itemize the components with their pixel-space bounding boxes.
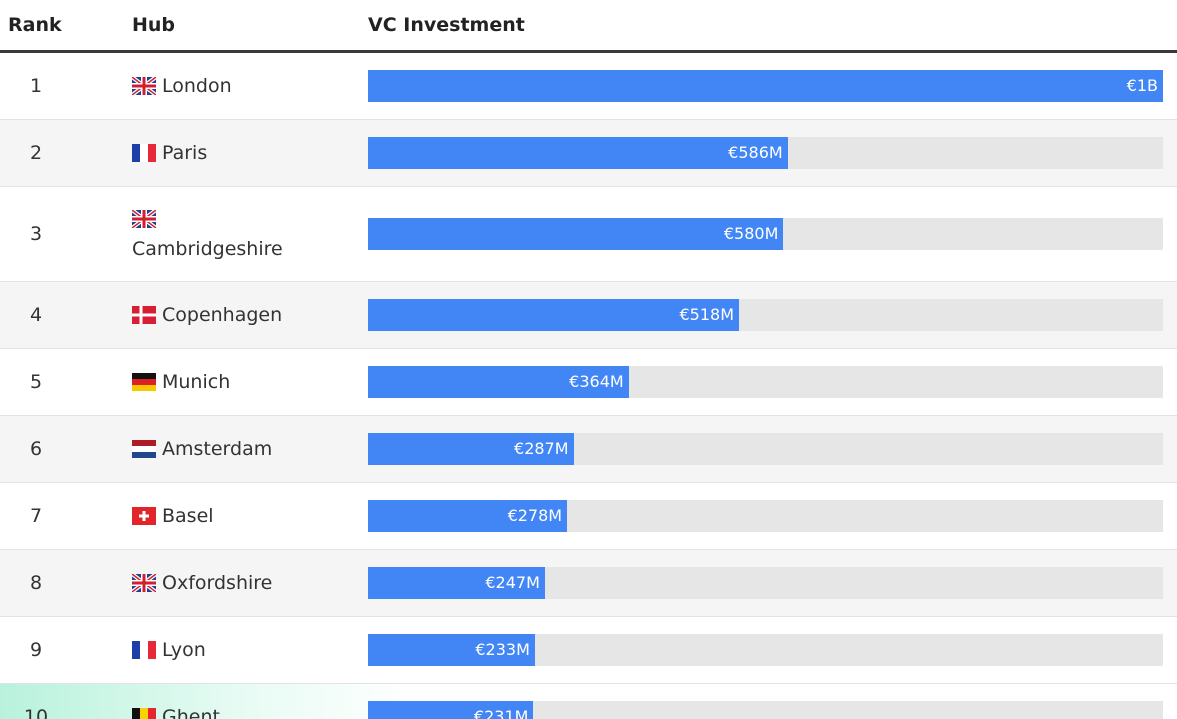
- bar-track: €364M: [368, 366, 1163, 398]
- rank: 5: [29, 371, 43, 393]
- value-label: €287M: [514, 439, 569, 458]
- hub-cell: Munich: [132, 367, 298, 397]
- bar-cell: €580M: [368, 218, 1163, 250]
- bar-track: €518M: [368, 299, 1163, 331]
- table-row: 3 Cambridgeshire €580M: [0, 187, 1177, 282]
- rank: 1: [29, 75, 43, 97]
- bar-cell: €1B: [368, 70, 1163, 102]
- value-label: €518M: [679, 305, 734, 324]
- hub-name: Paris: [162, 142, 208, 164]
- value-label: €364M: [569, 372, 624, 391]
- value-label: €580M: [723, 224, 779, 243]
- bar-cell: €518M: [368, 299, 1163, 331]
- flag-icon: [132, 574, 156, 592]
- hub-name: Cambridgeshire: [132, 238, 283, 260]
- bar-track: €278M: [368, 500, 1163, 532]
- bar: €1B: [368, 70, 1163, 102]
- value-label: €586M: [728, 143, 783, 162]
- flag-icon: [132, 210, 156, 228]
- column-header: VC Investment: [368, 14, 525, 36]
- hub-cell: Lyon: [132, 635, 298, 665]
- hub-cell: London: [132, 71, 298, 101]
- table-row: 8 Oxfordshire €247M: [0, 550, 1177, 617]
- hub-name: Ghent: [162, 706, 220, 719]
- bar-track: €231M: [368, 701, 1163, 719]
- value-label: €231M: [473, 707, 529, 719]
- hub-cell: Paris: [132, 138, 298, 168]
- bar: €580M: [368, 218, 784, 250]
- bar-track: €586M: [368, 137, 1163, 169]
- hub-name: Lyon: [162, 639, 206, 661]
- table-row: 9 Lyon €233M: [0, 617, 1177, 684]
- hub-cell: Copenhagen: [132, 300, 298, 330]
- rank: 4: [29, 304, 43, 326]
- bar-cell: €278M: [368, 500, 1163, 532]
- bar: €586M: [368, 137, 788, 169]
- rank: 10: [23, 706, 49, 719]
- table-row: 10 Ghent €231M: [0, 684, 1177, 719]
- table-body: 1 London €1B 2 Paris €586M 3 Cambridgeshire €580…: [0, 53, 1177, 719]
- hub-cell: Basel: [132, 501, 298, 531]
- hub-cell: Oxfordshire: [132, 568, 298, 598]
- table-row: 7 Basel €278M: [0, 483, 1177, 550]
- flag-icon: [132, 144, 156, 162]
- rank: 7: [29, 505, 43, 527]
- bar-cell: €287M: [368, 433, 1163, 465]
- bar: €278M: [368, 500, 568, 532]
- header-row: Rank Hub VC Investment: [0, 0, 1177, 53]
- rank: 8: [29, 572, 43, 594]
- hub-name: Munich: [162, 371, 231, 393]
- bar: €364M: [368, 366, 629, 398]
- bar-cell: €233M: [368, 634, 1163, 666]
- bar-track: €247M: [368, 567, 1163, 599]
- bar-cell: €586M: [368, 137, 1163, 169]
- table-row: 6 Amsterdam €287M: [0, 416, 1177, 483]
- hub-name: Amsterdam: [162, 438, 273, 460]
- bar-cell: €364M: [368, 366, 1163, 398]
- bar: €287M: [368, 433, 574, 465]
- flag-icon: [132, 373, 156, 391]
- hub-cell: Ghent: [132, 702, 298, 719]
- value-label: €247M: [485, 573, 540, 592]
- column-header: Hub: [132, 14, 176, 36]
- hub-name: Copenhagen: [162, 304, 283, 326]
- flag-icon: [132, 507, 156, 525]
- flag-icon: [132, 306, 156, 324]
- column-header: Rank: [8, 14, 62, 36]
- hub-cell: Cambridgeshire: [132, 204, 298, 264]
- value-label: €1B: [1126, 76, 1158, 95]
- rank: 3: [29, 223, 43, 245]
- bar: €247M: [368, 567, 545, 599]
- hub-name: London: [162, 75, 232, 97]
- table-row: 2 Paris €586M: [0, 120, 1177, 187]
- hub-name: Basel: [162, 505, 214, 527]
- table-row: 4 Copenhagen €518M: [0, 282, 1177, 349]
- flag-icon: [132, 641, 156, 659]
- rank: 6: [29, 438, 43, 460]
- bar: €233M: [368, 634, 535, 666]
- bar-cell: €231M: [368, 701, 1163, 719]
- bar-track: €580M: [368, 218, 1163, 250]
- bar-track: €233M: [368, 634, 1163, 666]
- value-label: €233M: [475, 640, 530, 659]
- flag-icon: [132, 440, 156, 458]
- flag-icon: [132, 708, 156, 719]
- bar-cell: €247M: [368, 567, 1163, 599]
- value-label: €278M: [507, 506, 563, 525]
- hub-cell: Amsterdam: [132, 434, 298, 464]
- bar: €231M: [368, 701, 534, 719]
- flag-icon: [132, 77, 156, 95]
- rank: 9: [29, 639, 43, 661]
- hub-name: Oxfordshire: [162, 572, 273, 594]
- bar-track: €287M: [368, 433, 1163, 465]
- rank: 2: [29, 142, 43, 164]
- bar: €518M: [368, 299, 739, 331]
- table-row: 5 Munich €364M: [0, 349, 1177, 416]
- bar-track: €1B: [368, 70, 1163, 102]
- table-row: 1 London €1B: [0, 53, 1177, 120]
